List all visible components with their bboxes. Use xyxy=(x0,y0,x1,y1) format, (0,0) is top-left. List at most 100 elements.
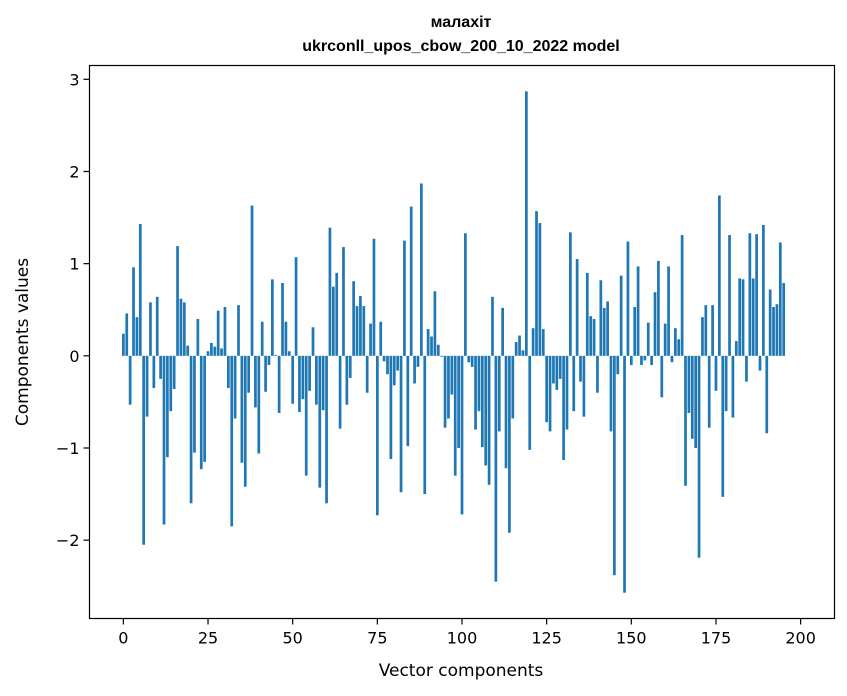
bar xyxy=(636,266,640,356)
bar xyxy=(301,355,305,400)
bar xyxy=(738,278,742,356)
bar xyxy=(453,355,457,476)
bar xyxy=(342,247,345,356)
bar xyxy=(375,355,379,516)
bar xyxy=(602,307,606,356)
bar xyxy=(125,313,129,356)
bar xyxy=(172,355,176,389)
bar xyxy=(474,355,477,430)
bar xyxy=(755,234,758,356)
bar xyxy=(277,355,281,413)
bar xyxy=(721,355,725,497)
bar xyxy=(128,355,132,405)
bar xyxy=(562,355,565,460)
bar xyxy=(389,355,393,460)
bar xyxy=(284,321,288,356)
bar xyxy=(748,233,752,356)
bar xyxy=(254,355,257,408)
bar xyxy=(271,279,274,356)
bar xyxy=(436,344,440,356)
bar xyxy=(433,291,437,356)
bar xyxy=(369,323,372,356)
bar xyxy=(711,305,714,356)
x-tick-label: 25 xyxy=(198,629,218,648)
bar xyxy=(257,355,261,454)
bar xyxy=(166,355,169,458)
bar xyxy=(345,355,349,405)
bar xyxy=(775,304,779,356)
bar xyxy=(572,355,576,412)
bar xyxy=(447,355,450,419)
chart-subtitle: ukrconll_upos_cbow_200_10_2022 model xyxy=(302,38,619,55)
bar xyxy=(294,257,298,356)
bar xyxy=(291,355,295,404)
bar xyxy=(460,355,464,515)
bar xyxy=(718,195,721,356)
bar xyxy=(592,318,596,356)
bar xyxy=(264,355,267,392)
bar xyxy=(240,355,244,463)
bar xyxy=(321,355,325,411)
bar xyxy=(196,318,200,356)
bar xyxy=(673,328,677,356)
y-axis: −2 −1 0 1 2 3 xyxy=(56,70,90,550)
bar xyxy=(694,355,698,448)
bar xyxy=(328,227,332,356)
bar xyxy=(142,355,146,545)
bar xyxy=(298,355,301,413)
bar xyxy=(470,355,474,367)
bar xyxy=(406,355,410,447)
y-tick-label: −1 xyxy=(56,439,80,458)
bar xyxy=(640,355,643,366)
bar xyxy=(548,355,552,432)
bar xyxy=(538,223,542,356)
bar xyxy=(677,339,681,356)
bar xyxy=(325,355,328,504)
bar xyxy=(745,355,748,382)
bars-group xyxy=(122,91,786,593)
bar xyxy=(494,355,498,582)
bar xyxy=(443,355,447,428)
bar xyxy=(220,348,223,356)
y-axis-label: Components values xyxy=(13,258,33,426)
bar xyxy=(670,355,674,363)
bar xyxy=(501,307,504,356)
bar xyxy=(169,355,173,412)
x-tick-label: 150 xyxy=(616,629,647,648)
bar xyxy=(159,355,162,379)
x-tick-label: 175 xyxy=(701,629,732,648)
bar xyxy=(762,224,765,356)
x-tick-label: 0 xyxy=(118,629,128,648)
y-tick-label: −2 xyxy=(56,531,80,550)
y-tick-label: 3 xyxy=(69,70,79,89)
bar xyxy=(480,355,484,448)
bar xyxy=(464,233,467,356)
bar xyxy=(216,310,220,356)
bar xyxy=(504,355,508,469)
bar xyxy=(565,355,569,430)
bar xyxy=(138,224,142,356)
bar xyxy=(413,355,416,384)
bar xyxy=(555,355,559,390)
bar xyxy=(335,272,339,356)
bar xyxy=(426,329,430,356)
x-axis-label: Vector components xyxy=(379,661,544,681)
bar xyxy=(684,355,687,486)
bar xyxy=(338,355,342,429)
x-tick-label: 100 xyxy=(447,629,478,648)
bar xyxy=(650,355,653,366)
bar xyxy=(616,355,620,375)
bar xyxy=(122,333,125,356)
bar xyxy=(751,278,755,356)
bar xyxy=(731,355,735,418)
bar xyxy=(528,355,532,450)
bar xyxy=(626,241,630,356)
chart-title: малахіт xyxy=(431,14,492,31)
bar xyxy=(155,296,159,356)
x-tick-label: 200 xyxy=(785,629,816,648)
bar xyxy=(423,355,427,495)
bar xyxy=(653,292,657,356)
bar xyxy=(772,306,775,356)
bar xyxy=(355,306,359,356)
